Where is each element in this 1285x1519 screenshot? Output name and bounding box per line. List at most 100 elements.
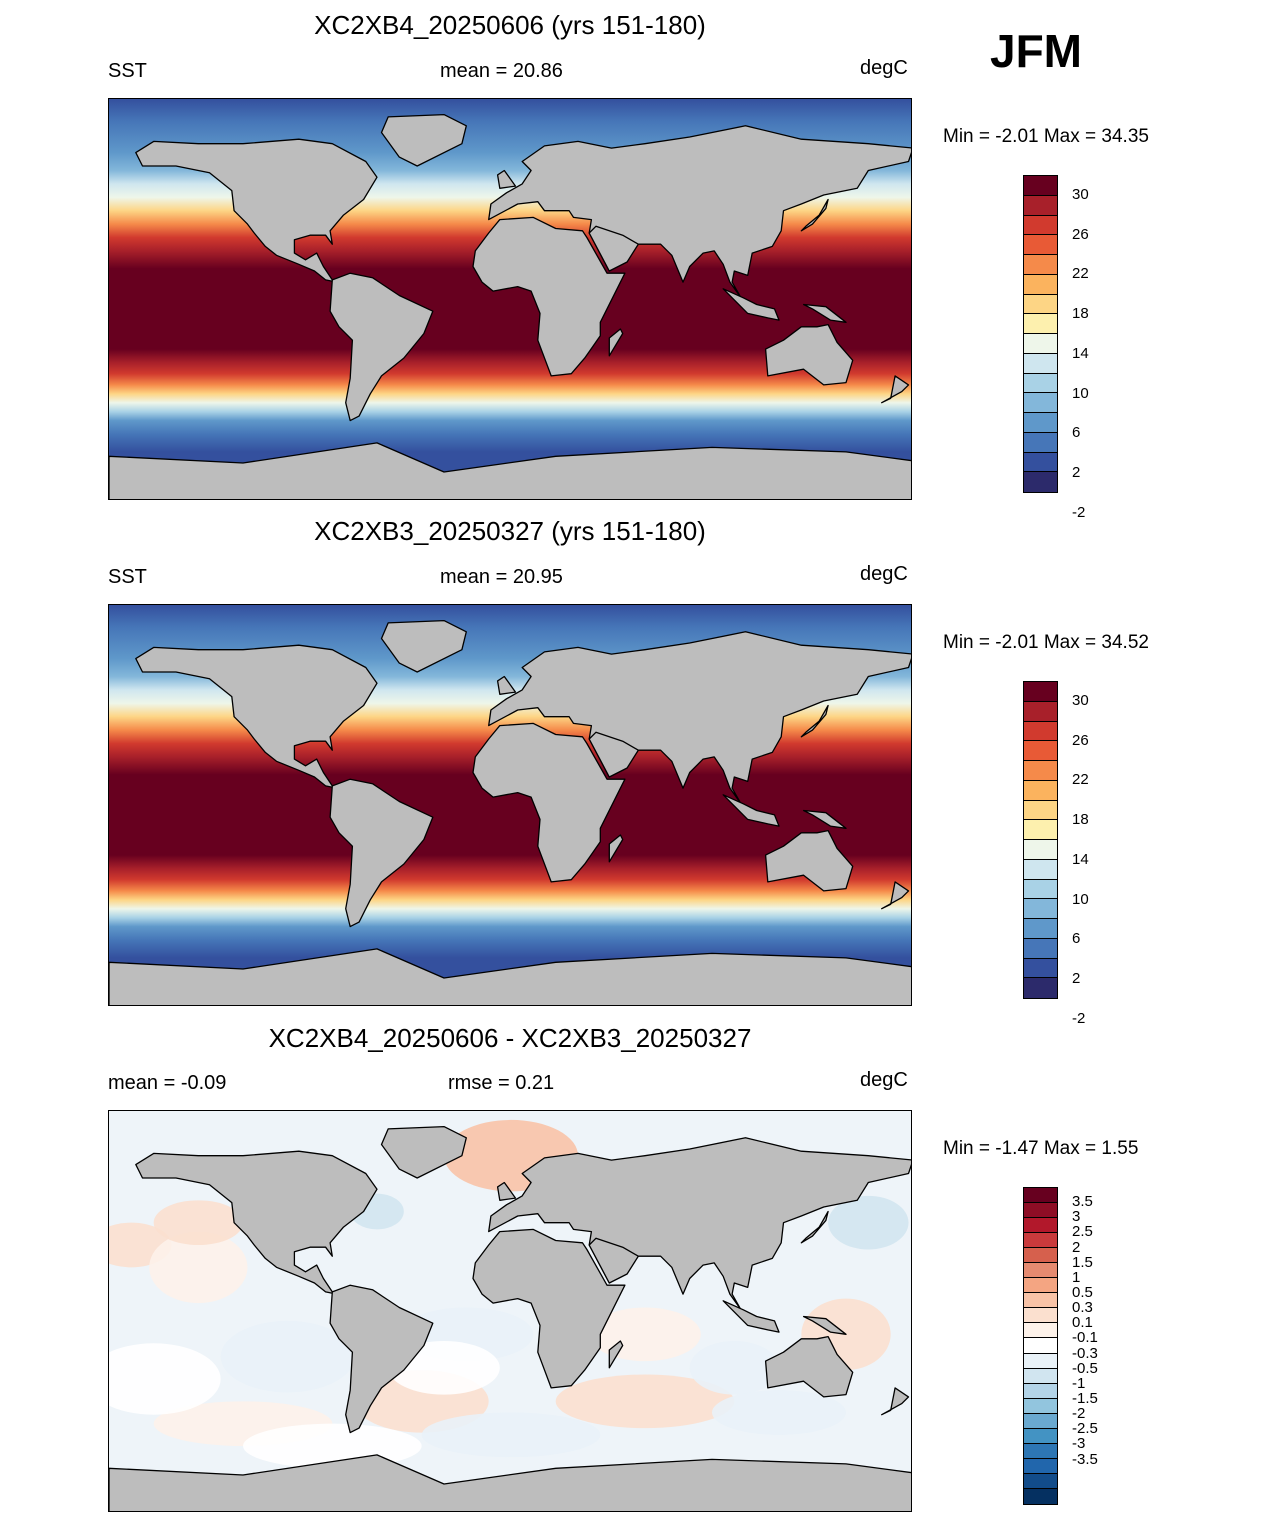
colorbar-swatch: [1024, 413, 1057, 433]
colorbar-swatch: [1024, 741, 1057, 761]
panel-1-colorbar: [1023, 175, 1058, 493]
colorbar-tick-label: 30: [1072, 185, 1089, 203]
colorbar-swatch: [1024, 1233, 1057, 1249]
colorbar-tick-label: 0.3: [1072, 1299, 1093, 1317]
colorbar-swatch: [1024, 1323, 1057, 1339]
colorbar-tick-label: -0.1: [1072, 1329, 1098, 1347]
colorbar-tick-label: 22: [1072, 265, 1089, 283]
panel-2-title: XC2XB3_20250327 (yrs 151-180): [314, 516, 706, 546]
colorbar-tick-label: 3: [1072, 1208, 1081, 1226]
colorbar-tick-label: 0.1: [1072, 1314, 1093, 1332]
panel-3-map: [108, 1110, 912, 1512]
colorbar-tick-label: -1: [1072, 1374, 1086, 1392]
colorbar-tick-label: 2: [1072, 464, 1081, 482]
colorbar-swatch: [1024, 1218, 1057, 1234]
panel-3-colorbar: [1023, 1187, 1058, 1505]
panel-3-mean-label: mean = -0.09: [108, 1072, 227, 1094]
colorbar-swatch: [1024, 938, 1057, 959]
colorbar-swatch: [1024, 1338, 1057, 1354]
colorbar-swatch: [1024, 334, 1057, 354]
panel-2-minmax: Min = -2.01 Max = 34.52: [943, 632, 1149, 653]
colorbar-tick-label: -0.5: [1072, 1359, 1098, 1377]
colorbar-swatch: [1024, 1368, 1057, 1384]
colorbar-swatch: [1024, 919, 1057, 939]
panel-1-title: XC2XB4_20250606 (yrs 151-180): [314, 10, 706, 40]
panel-3-rmse-label: rmse = 0.21: [448, 1072, 555, 1094]
panel-2-mean-label: mean = 20.95: [440, 566, 563, 588]
colorbar-tick-label: -1.5: [1072, 1390, 1098, 1407]
colorbar-swatch: [1024, 393, 1057, 413]
colorbar-tick-label: 2: [1072, 970, 1081, 988]
colorbar-tick-label: -0.3: [1072, 1344, 1098, 1362]
colorbar-swatch: [1024, 1443, 1057, 1459]
colorbar-swatch: [1024, 1488, 1057, 1504]
panel-1-variable-label: SST: [108, 60, 147, 82]
colorbar-swatch: [1024, 1383, 1057, 1399]
season-label: JFM: [990, 25, 1082, 77]
colorbar-swatch: [1024, 1203, 1057, 1219]
colorbar-swatch: [1024, 1293, 1057, 1309]
colorbar-tick-label: -3.5: [1072, 1450, 1098, 1468]
colorbar-swatch: [1024, 294, 1057, 315]
colorbar-swatch: [1024, 1263, 1057, 1279]
colorbar-tick-label: 2.5: [1072, 1223, 1093, 1241]
panel-2-colorbar: [1023, 681, 1058, 999]
colorbar-swatch: [1024, 840, 1057, 860]
colorbar-tick-label: 6: [1072, 930, 1081, 948]
colorbar-swatch: [1024, 1458, 1057, 1474]
colorbar-swatch: [1024, 820, 1057, 840]
colorbar-swatch: [1024, 235, 1057, 255]
colorbar-tick-label: 22: [1072, 771, 1089, 789]
colorbar-swatch: [1024, 780, 1057, 801]
colorbar-swatch: [1024, 978, 1057, 998]
panel-3-units-label: degC: [860, 1069, 908, 1091]
colorbar-tick-label: -2.5: [1072, 1420, 1098, 1438]
colorbar-tick-label: 2: [1072, 1238, 1081, 1256]
panel-2-units-label: degC: [860, 563, 908, 585]
colorbar-swatch: [1024, 1308, 1057, 1324]
colorbar-tick-label: -3: [1072, 1435, 1086, 1453]
colorbar-swatch: [1024, 274, 1057, 295]
colorbar-tick-label: 0.5: [1072, 1284, 1093, 1301]
colorbar-swatch: [1024, 1398, 1057, 1414]
colorbar-tick-label: 10: [1072, 384, 1089, 402]
panel-1-mean-label: mean = 20.86: [440, 60, 563, 82]
panel-2-variable-label: SST: [108, 566, 147, 588]
colorbar-tick-label: -2: [1072, 503, 1086, 521]
colorbar-tick-label: 18: [1072, 305, 1089, 323]
colorbar-swatch: [1024, 1413, 1057, 1429]
colorbar-tick-label: 30: [1072, 691, 1089, 709]
colorbar-swatch: [1024, 701, 1057, 722]
colorbar-tick-label: 1.5: [1072, 1253, 1093, 1271]
panel-1-units-label: degC: [860, 57, 908, 79]
colorbar-tick-label: 14: [1072, 344, 1089, 362]
colorbar-swatch: [1024, 255, 1057, 275]
colorbar-tick-label: 26: [1072, 731, 1089, 749]
colorbar-swatch: [1024, 353, 1057, 374]
colorbar-tick-label: -2: [1072, 1405, 1086, 1423]
colorbar-swatch: [1024, 1428, 1057, 1444]
colorbar-swatch: [1024, 958, 1057, 979]
colorbar-swatch: [1024, 721, 1057, 742]
colorbar-tick-label: 3.5: [1072, 1193, 1093, 1211]
colorbar-tick-label: 14: [1072, 850, 1089, 868]
colorbar-swatch: [1024, 879, 1057, 900]
colorbar-swatch: [1024, 899, 1057, 919]
colorbar-tick-label: 6: [1072, 424, 1081, 442]
colorbar-swatch: [1024, 1473, 1057, 1489]
panel-2-map: [108, 604, 912, 1006]
colorbar-tick-label: 26: [1072, 225, 1089, 243]
panel-1-minmax: Min = -2.01 Max = 34.35: [943, 126, 1149, 147]
colorbar-tick-label: 1: [1072, 1268, 1081, 1286]
panel-1-map: [108, 98, 912, 500]
colorbar-swatch: [1024, 373, 1057, 394]
colorbar-swatch: [1024, 1188, 1057, 1204]
colorbar-swatch: [1024, 1248, 1057, 1264]
colorbar-tick-label: -2: [1072, 1009, 1086, 1027]
colorbar-swatch: [1024, 215, 1057, 236]
colorbar-swatch: [1024, 472, 1057, 492]
panel-3-minmax: Min = -1.47 Max = 1.55: [943, 1138, 1139, 1159]
colorbar-tick-label: 10: [1072, 890, 1089, 908]
colorbar-swatch: [1024, 452, 1057, 473]
colorbar-swatch: [1024, 1353, 1057, 1369]
